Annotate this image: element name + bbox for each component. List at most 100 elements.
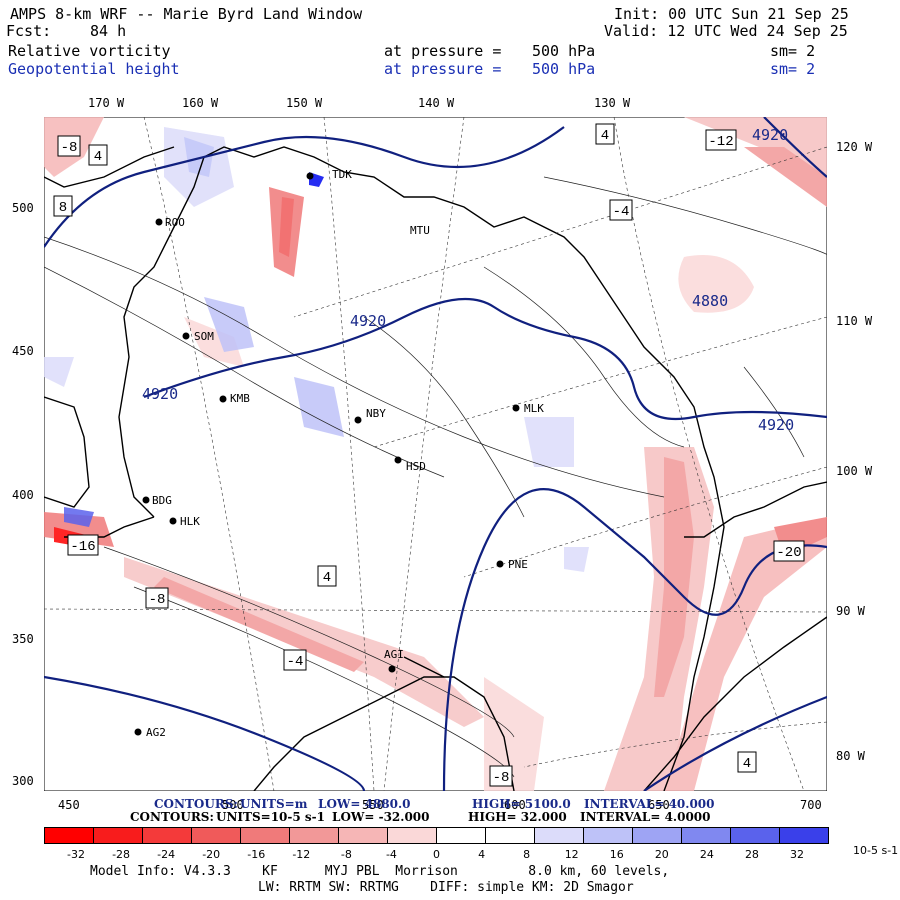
colorbar-tick-label: 28 <box>744 848 759 861</box>
lon-label-130w: 130 W <box>594 96 631 110</box>
colorbar-bin <box>682 828 731 843</box>
field-1-smoothing: sm= 2 <box>770 42 816 60</box>
lon-label-100w: 100 W <box>836 464 873 478</box>
colorbar-tick-label: 20 <box>654 848 669 861</box>
colorbar-tick-label: -12 <box>292 848 311 861</box>
vort-contours-interval: INTERVAL= 4.0000 <box>580 810 711 824</box>
height-contours-prefix: CONTOURS: <box>154 797 238 811</box>
graticule <box>44 117 827 791</box>
y-tick-350: 350 <box>12 632 34 646</box>
colorbar-bin <box>192 828 241 843</box>
vorticity-contours <box>44 176 827 778</box>
y-tick-500: 500 <box>12 201 34 215</box>
coastlines <box>44 146 827 791</box>
y-tick-400: 400 <box>12 488 34 502</box>
forecast-label: Fcst: <box>6 22 52 40</box>
colorbar-bin <box>584 828 633 843</box>
lon-label-140w: 140 W <box>418 96 455 110</box>
station-label: ROO <box>165 216 185 229</box>
field-2-name: Geopotential height <box>8 60 180 78</box>
station-label: KMB <box>230 392 250 405</box>
positive-vorticity-shading <box>44 117 827 791</box>
station-label: AG2 <box>146 726 166 739</box>
x-tick-600: 600 <box>504 798 526 812</box>
x-tick-700: 700 <box>800 798 822 812</box>
x-tick-550: 550 <box>362 798 384 812</box>
x-tick-500: 500 <box>222 798 244 812</box>
colorbar-tick-label: -4 <box>385 848 397 861</box>
colorbar-bin <box>290 828 339 843</box>
y-tick-300: 300 <box>12 774 34 788</box>
field-1-pressure-label: at pressure = <box>384 42 502 60</box>
station-label: MTU <box>410 224 430 237</box>
station-label: AGI <box>384 648 404 661</box>
field-1-pressure-value: 500 hPa <box>532 42 596 60</box>
model-info: Model Info: V4.3.3 KF MYJ PBL Morrison 8… <box>90 864 670 879</box>
colorbar-unit: 10-5 s-1 <box>853 844 899 857</box>
colorbar-tick-label: 4 <box>478 848 486 861</box>
station-label: TDK <box>332 168 352 181</box>
colorbar <box>44 827 829 844</box>
model-info-physics: LW: RRTM SW: RRTMG DIFF: simple KM: 2D S… <box>258 880 634 895</box>
colorbar-bin <box>437 828 486 843</box>
colorbar-tick-label: 24 <box>699 848 714 861</box>
colorbar-tick-label: 12 <box>564 848 579 861</box>
lon-label-120w: 120 W <box>836 140 873 154</box>
lon-label-90w: 90 W <box>836 604 865 618</box>
colorbar-bin <box>143 828 192 843</box>
station-label: PNE <box>508 558 528 571</box>
vort-contours-prefix: CONTOURS: <box>130 810 214 824</box>
colorbar-tick-label: 8 <box>523 848 531 861</box>
vort-contours-high: HIGH= 32.000 <box>468 810 567 824</box>
height-contours-low: LOW= 4880.0 <box>318 797 411 811</box>
height-contours-units: UNITS=m <box>240 797 308 811</box>
height-label: 4920 <box>142 385 179 403</box>
height-label: 4920 <box>752 126 789 144</box>
lon-label-160w: 160 W <box>182 96 219 110</box>
colorbar-bin <box>241 828 290 843</box>
height-contours <box>44 117 827 791</box>
negative-vorticity-shading <box>44 127 589 572</box>
map-title: AMPS 8-km WRF -- Marie Byrd Land Window <box>10 5 363 23</box>
station-label: HSD <box>406 460 426 473</box>
colorbar-bin <box>486 828 535 843</box>
height-contours-interval: INTERVAL= 40.000 <box>584 797 715 811</box>
station-label: HLK <box>180 515 200 528</box>
colorbar-bin <box>339 828 388 843</box>
colorbar-bin <box>633 828 682 843</box>
station-label: MLK <box>524 402 544 415</box>
station-label: BDG <box>152 494 172 507</box>
map-plot <box>44 117 827 791</box>
colorbar-bin <box>94 828 143 843</box>
colorbar-tick-label: -20 <box>202 848 221 861</box>
valid-time: Valid: 12 UTC Wed 24 Sep 25 <box>604 22 848 40</box>
colorbar-tick-label: -24 <box>157 848 176 861</box>
colorbar-bin <box>45 828 94 843</box>
colorbar-tick-label: -28 <box>112 848 131 861</box>
colorbar-bin <box>388 828 437 843</box>
colorbar-tick-label: -32 <box>67 848 85 861</box>
lon-label-110w: 110 W <box>836 314 873 328</box>
colorbar-tick-label: -16 <box>247 848 266 861</box>
x-tick-450: 450 <box>58 798 80 812</box>
vort-contours-units: UNITS=10-5 s-1 <box>216 810 325 824</box>
colorbar-bin <box>780 828 828 843</box>
height-label: 4920 <box>758 416 795 434</box>
colorbar-tick-label: 32 <box>790 848 804 861</box>
height-label: 4880 <box>692 292 729 310</box>
colorbar-tick-label: 16 <box>609 848 624 861</box>
colorbar-bin <box>731 828 780 843</box>
station-label: SOM <box>194 330 214 343</box>
station-label: NBY <box>366 407 386 420</box>
lon-label-150w: 150 W <box>286 96 323 110</box>
field-1-name: Relative vorticity <box>8 42 171 60</box>
field-2-pressure-label: at pressure = <box>384 60 502 78</box>
colorbar-bin <box>535 828 584 843</box>
field-2-smoothing: sm= 2 <box>770 60 816 78</box>
colorbar-tick-label: 0 <box>433 848 440 861</box>
x-tick-650: 650 <box>648 798 670 812</box>
init-time: Init: 00 UTC Sun 21 Sep 25 <box>614 5 849 23</box>
colorbar-tick-label: -8 <box>340 848 352 861</box>
vort-contours-low: LOW= -32.000 <box>332 810 430 824</box>
y-tick-450: 450 <box>12 344 34 358</box>
